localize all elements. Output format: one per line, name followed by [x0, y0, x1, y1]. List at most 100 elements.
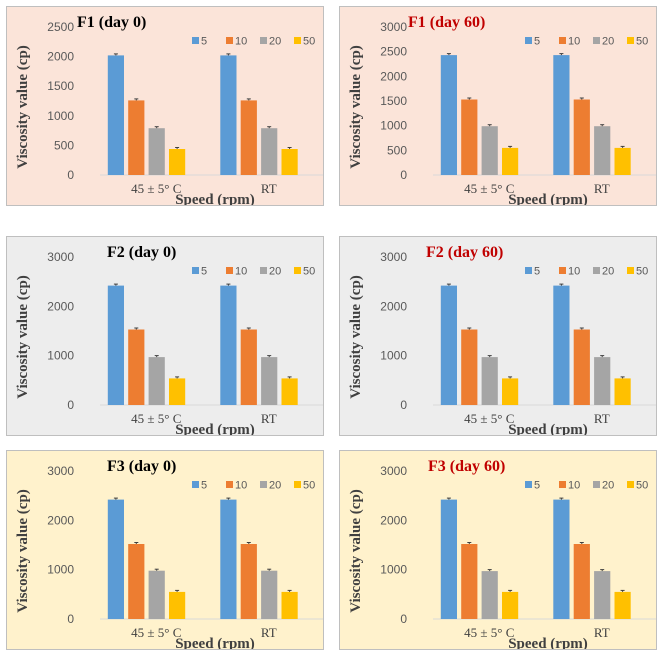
- bar-45-5-c-series-10: [128, 329, 145, 405]
- y-tick-label: 3000: [380, 20, 407, 34]
- chart-title: F1 (day 0): [77, 14, 146, 31]
- y-tick-label: 1500: [380, 94, 407, 108]
- bar-rt-series-10: [573, 544, 590, 619]
- x-axis-label: Speed (rpm): [508, 192, 588, 206]
- bar-rt-series-10: [240, 329, 257, 405]
- legend-swatch-20: [593, 481, 600, 488]
- legend-label-5: 5: [534, 36, 540, 48]
- legend-swatch-20: [593, 37, 600, 44]
- x-category-label: 45 ± 5° C: [131, 411, 181, 426]
- x-axis-label: Speed (rpm): [175, 636, 255, 650]
- bar-rt-series-5: [553, 499, 570, 619]
- bar-rt-series-10: [240, 544, 257, 619]
- legend-label-5: 5: [201, 36, 207, 48]
- legend-swatch-5: [525, 37, 532, 44]
- legend-label-5: 5: [534, 266, 540, 278]
- bar-45-5-c-series-50: [502, 147, 519, 175]
- bar-rt-series-50: [281, 378, 298, 405]
- bar-rt-series-20: [261, 128, 278, 175]
- bar-45-5-c-series-5: [107, 55, 124, 175]
- legend-label-10: 10: [235, 266, 247, 278]
- x-axis-label: Speed (rpm): [175, 422, 255, 436]
- chart-panel-f3-day60: F3 (day 60) 0 1000 2000 3000 45 ± 5° C RT Speed…: [339, 450, 657, 650]
- y-tick-label: 3000: [47, 250, 74, 264]
- bar-45-5-c-series-20: [148, 570, 165, 619]
- y-tick-label: 1500: [47, 79, 74, 93]
- bar-45-5-c-series-10: [461, 99, 478, 175]
- bar-45-5-c-series-50: [169, 378, 186, 405]
- legend-swatch-5: [192, 481, 199, 488]
- bar-45-5-c-series-20: [148, 357, 165, 405]
- bar-45-5-c-series-5: [107, 499, 124, 619]
- bar-rt-series-10: [573, 99, 590, 175]
- y-tick-label: 2000: [380, 69, 407, 83]
- legend-label-20: 20: [269, 36, 281, 48]
- bar-rt-series-5: [220, 499, 237, 619]
- bar-45-5-c-series-5: [440, 285, 457, 405]
- legend-swatch-10: [226, 481, 233, 488]
- bar-rt-series-20: [594, 571, 611, 619]
- bar-45-5-c-series-50: [502, 591, 519, 619]
- bar-rt-series-10: [573, 329, 590, 405]
- bar-rt-series-50: [281, 591, 298, 619]
- legend-swatch-50: [627, 37, 634, 44]
- bar-rt-series-20: [594, 357, 611, 405]
- legend-label-5: 5: [534, 480, 540, 492]
- y-tick-label: 2000: [47, 513, 74, 527]
- bar-45-5-c-series-5: [107, 285, 124, 405]
- legend-swatch-5: [192, 267, 199, 274]
- legend-label-50: 50: [636, 480, 648, 492]
- legend-swatch-20: [260, 37, 267, 44]
- legend-swatch-20: [593, 267, 600, 274]
- chart-svg-f3-day60: F3 (day 60) 0 1000 2000 3000 45 ± 5° C RT Speed…: [340, 451, 656, 650]
- legend-swatch-20: [260, 481, 267, 488]
- legend-label-50: 50: [303, 266, 315, 278]
- y-tick-label: 2000: [380, 513, 407, 527]
- x-category-label: RT: [594, 181, 610, 196]
- y-axis-label: Viscosity value (cp): [348, 489, 364, 613]
- y-tick-label: 0: [400, 398, 407, 412]
- chart-svg-f1-day0: F1 (day 0) 0 500 1000 1500 2000 2500 45 ± 5° C R…: [7, 7, 323, 206]
- bar-45-5-c-series-10: [128, 544, 145, 619]
- y-tick-label: 1000: [47, 563, 74, 577]
- legend-label-10: 10: [568, 266, 580, 278]
- legend-swatch-50: [627, 267, 634, 274]
- y-tick-label: 2000: [47, 299, 74, 313]
- bar-rt-series-20: [594, 126, 611, 175]
- chart-panel-f1-day60: F1 (day 60) 0 500 1000 1500 2000 2500 3000 45 ± …: [339, 6, 657, 206]
- x-axis-label: Speed (rpm): [508, 422, 588, 436]
- chart-svg-f3-day0: F3 (day 0) 0 1000 2000 3000 45 ± 5° C RT Speed …: [7, 451, 323, 650]
- x-category-label: RT: [594, 411, 610, 426]
- legend-label-50: 50: [303, 36, 315, 48]
- legend-swatch-5: [192, 37, 199, 44]
- legend-swatch-50: [294, 267, 301, 274]
- bar-rt-series-50: [281, 149, 298, 175]
- y-tick-label: 0: [67, 612, 74, 626]
- legend-swatch-10: [559, 37, 566, 44]
- y-axis-label: Viscosity value (cp): [15, 489, 31, 613]
- bar-rt-series-5: [553, 55, 570, 175]
- legend-label-20: 20: [602, 36, 614, 48]
- legend-swatch-50: [294, 37, 301, 44]
- x-axis-label: Speed (rpm): [508, 636, 588, 650]
- bar-rt-series-5: [220, 285, 237, 405]
- bar-45-5-c-series-10: [461, 329, 478, 405]
- legend-label-20: 20: [269, 480, 281, 492]
- x-category-label: RT: [261, 625, 277, 640]
- legend-label-50: 50: [636, 266, 648, 278]
- legend-swatch-10: [559, 481, 566, 488]
- bar-45-5-c-series-50: [169, 149, 186, 175]
- legend-swatch-10: [559, 267, 566, 274]
- x-axis-label: Speed (rpm): [175, 192, 255, 206]
- x-category-label: 45 ± 5° C: [131, 181, 181, 196]
- legend-label-5: 5: [201, 480, 207, 492]
- legend-label-10: 10: [235, 36, 247, 48]
- x-category-label: 45 ± 5° C: [464, 625, 514, 640]
- chart-title: F3 (day 0): [107, 458, 176, 475]
- y-tick-label: 3000: [47, 464, 74, 478]
- bar-rt-series-20: [261, 357, 278, 405]
- y-tick-label: 1000: [380, 119, 407, 133]
- y-tick-label: 0: [67, 168, 74, 182]
- chart-panel-f1-day0: F1 (day 0) 0 500 1000 1500 2000 2500 45 ± 5° C R…: [6, 6, 324, 206]
- bar-45-5-c-series-10: [461, 544, 478, 619]
